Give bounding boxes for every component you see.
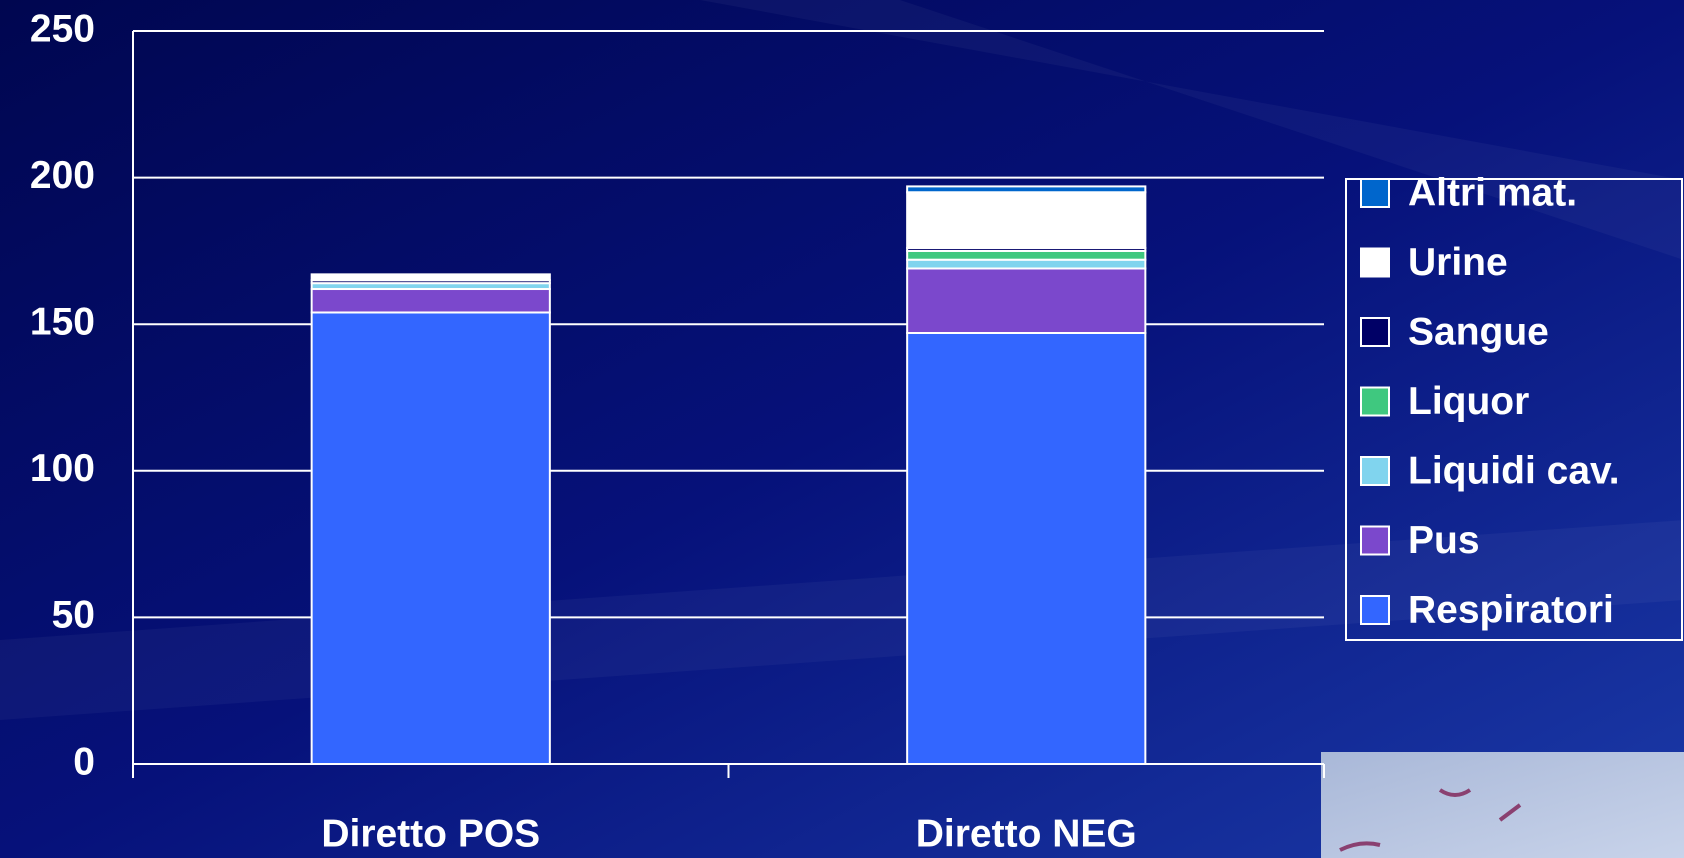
bar-segment: [310, 288, 551, 314]
legend-label: Liquor: [1408, 380, 1529, 423]
legend-label: Respiratori: [1408, 588, 1614, 631]
legend-label: Altri mat.: [1408, 171, 1577, 214]
bar-segment: [906, 331, 1147, 765]
y-tick-label: 200: [30, 154, 95, 197]
legend-label: Urine: [1408, 241, 1508, 284]
legend-swatch: [1360, 317, 1390, 347]
x-tick-label: Diretto POS: [321, 812, 540, 855]
legend-swatch: [1360, 525, 1390, 556]
legend-label: Liquidi cav.: [1408, 449, 1620, 492]
legend-label: Pus: [1408, 519, 1480, 562]
legend-swatch: [1360, 247, 1390, 278]
bar-segment: [310, 311, 551, 765]
bar-segment: [906, 191, 1147, 249]
x-tick-label: Diretto NEG: [916, 812, 1137, 855]
bar-segment: [906, 267, 1147, 334]
y-tick-label: 50: [52, 594, 95, 637]
y-tick-label: 150: [30, 300, 95, 343]
legend-swatch: [1360, 386, 1390, 417]
y-tick-label: 0: [73, 740, 95, 783]
legend-box: [1345, 178, 1683, 641]
legend-swatch: [1360, 595, 1390, 625]
bar-segment: [906, 258, 1147, 270]
legend-swatch: [1360, 178, 1390, 208]
photo: [1321, 752, 1684, 858]
bar-segment: [310, 273, 551, 282]
y-tick-label: 250: [30, 7, 95, 50]
bar-segment: [906, 185, 1147, 194]
legend-swatch: [1360, 456, 1390, 486]
y-tick-label: 100: [30, 447, 95, 490]
bar-segment: [906, 249, 1147, 261]
photo-detail: [1339, 788, 1522, 852]
legend-label: Sangue: [1408, 310, 1549, 353]
